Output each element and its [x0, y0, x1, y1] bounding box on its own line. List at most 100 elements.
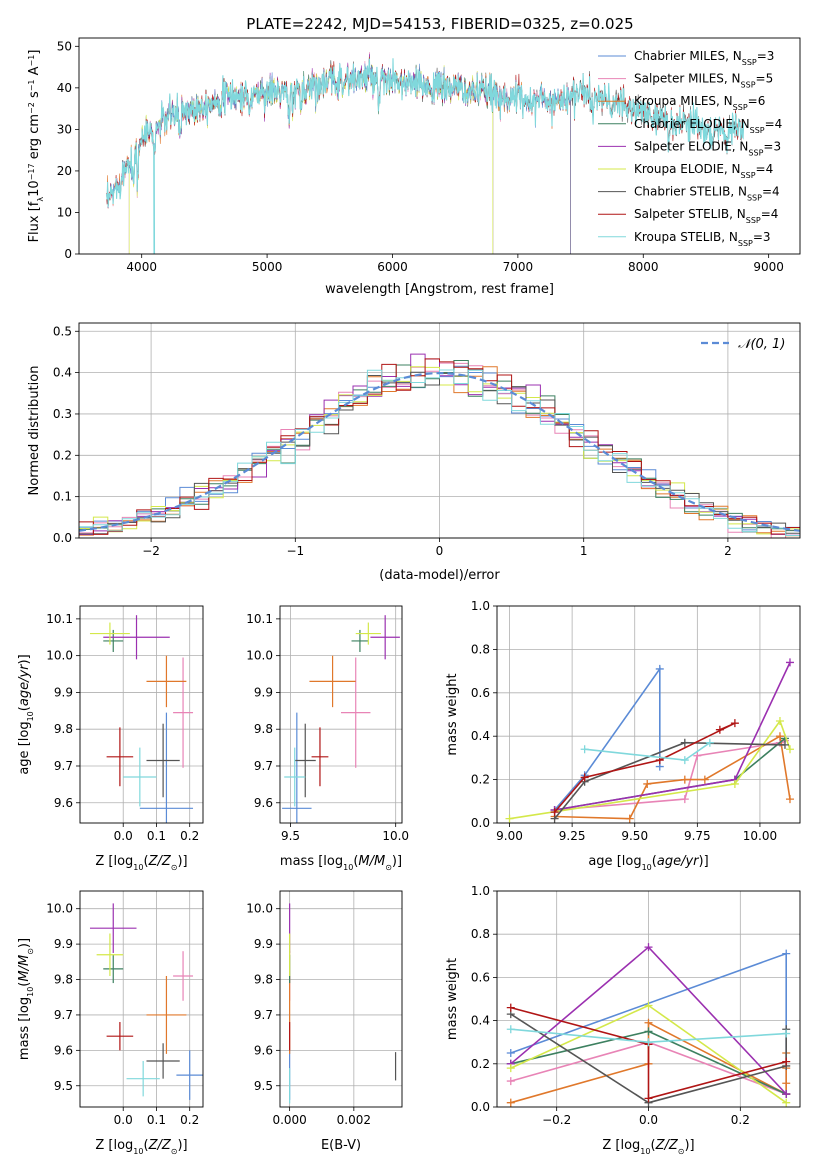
- weight-point: [580, 773, 589, 782]
- y-tick-label: 9.8: [254, 973, 273, 987]
- x-tick-label: −1: [286, 544, 304, 558]
- y-tick-label: 0.0: [471, 816, 490, 830]
- label-part: =4: [761, 207, 779, 221]
- weight-point: [580, 745, 589, 754]
- weight-point: [506, 1098, 515, 1107]
- x-tick-label: 9.25: [559, 829, 586, 843]
- weight-point: [680, 756, 689, 765]
- y-tick-label: 9.8: [54, 973, 73, 987]
- x-tick-label: 0.1: [147, 1113, 166, 1127]
- weight-point: [680, 795, 689, 804]
- y-tick-label: 10: [57, 205, 72, 219]
- weight-point: [505, 814, 514, 823]
- label-part: mass [log: [17, 997, 32, 1060]
- label-part: =4: [756, 162, 774, 176]
- label-part: Flux [f: [27, 201, 42, 242]
- y-tick-label: 30: [57, 122, 72, 136]
- legend-label: Salpeter MILES, NSSP=5: [634, 72, 773, 90]
- label-part: Chabrier MILES, N: [634, 49, 742, 63]
- x-tick-label: 10.00: [743, 829, 777, 843]
- y-tick-label: 0.6: [471, 686, 490, 700]
- label-part: Z [log: [95, 854, 133, 869]
- weight-point: [700, 775, 709, 784]
- age_vs_Z-marks: [89, 615, 194, 823]
- label-part: age/yr: [17, 663, 32, 706]
- label-part: 10: [133, 1147, 143, 1156]
- label-part: SSP: [733, 103, 748, 112]
- label-part: =5: [756, 72, 774, 86]
- legend-label: Chabrier ELODIE, NSSP=4: [634, 117, 782, 135]
- y-axis-label: age [log10(age/yr)]: [17, 654, 35, 774]
- y-tick-label: 9.9: [254, 685, 273, 699]
- x-tick-label: 9.75: [684, 829, 711, 843]
- y-axis-label: Normed distribution: [27, 366, 42, 496]
- label-part: 10: [343, 863, 353, 872]
- label-part: 10: [27, 180, 42, 197]
- weight-point: [506, 1025, 515, 1034]
- x-axis-label: Z [log10(Z/Z⊙)]: [602, 1138, 694, 1156]
- label-part: Z [log: [95, 1138, 133, 1153]
- x-tick-label: −0.2: [542, 1113, 571, 1127]
- spectrum-line: [106, 58, 745, 254]
- x-axis-label: (data-model)/error: [379, 568, 500, 583]
- label-part: mass [log: [280, 854, 343, 869]
- age_vs_Z-axes: 0.0 0.1 0.29.69.79.89.910.010.1Z [log10(Z/…: [17, 605, 204, 872]
- weight-line: [509, 719, 791, 820]
- x-tick-label: 0.000: [272, 1113, 306, 1127]
- weight-point: [506, 1003, 515, 1012]
- weight_vs_Z-axes: −0.2 0.0 0.2 0.0 0.2 0.4 0.6 0.8 1.0 Z [log10(Z/Z…: [445, 884, 801, 1156]
- label-part: (: [143, 1138, 148, 1153]
- y-tick-label: 10.0: [246, 902, 273, 916]
- y-tick-label: 1.0: [471, 884, 490, 898]
- y-tick-label: 9.8: [254, 722, 273, 736]
- x-tick-label: 0.2: [731, 1113, 750, 1127]
- weight_vs_age-marks: [505, 658, 794, 823]
- weight-point: [680, 775, 689, 784]
- legend-label: Chabrier MILES, NSSP=3: [634, 49, 774, 67]
- weight-point: [644, 1018, 653, 1027]
- x-tick-label: 8000: [628, 260, 659, 274]
- weight-point: [655, 664, 664, 673]
- label-part: )]: [17, 938, 32, 948]
- x-tick-label: 0.1: [147, 829, 166, 843]
- label-part: Kroupa ELODIE, N: [634, 162, 741, 176]
- weight_vs_Z-marks: [506, 943, 791, 1107]
- axes-frame: [496, 605, 801, 824]
- weight-point: [775, 717, 784, 726]
- label-part: λ: [36, 197, 45, 202]
- weight-line: [510, 1013, 787, 1104]
- weight-line: [553, 741, 786, 820]
- y-tick-label: 9.7: [254, 1008, 273, 1022]
- label-part: SSP: [741, 171, 756, 180]
- x-tick-label: 9.5: [281, 829, 300, 843]
- weight-point: [782, 1079, 791, 1088]
- age_vs_mass-axes: 9.5 10.0 9.6 9.7 9.8 9.9 10.0 10.1 mass [log10(M…: [246, 605, 409, 872]
- weight-point: [775, 732, 784, 741]
- y-tick-label: 9.7: [54, 759, 73, 773]
- weight-line: [553, 666, 661, 811]
- normal-curve: [79, 371, 800, 532]
- label-part: ⊙: [171, 1147, 178, 1156]
- weight-line: [510, 1006, 787, 1100]
- x-axis-label: Z [log10(Z/Z⊙)]: [95, 854, 187, 872]
- x-axis-label: E(B-V): [321, 1138, 361, 1153]
- x-tick-label: 0.2: [180, 1113, 199, 1127]
- label-part: Z/Z: [148, 1138, 172, 1153]
- y-axis-label: mass [log10(M/M⊙)]: [17, 938, 35, 1060]
- legend-label: 𝒩(0, 1): [738, 337, 785, 352]
- label-part: ⊙: [171, 863, 178, 872]
- mass_vs_EBV-axes: 0.000 0.002 9.5 9.6 9.7 9.8 9.9 10.0 E(B-V): [246, 890, 403, 1153]
- x-axis-label: age [log10(age/yr)]: [588, 854, 708, 872]
- y-tick-label: 0.0: [471, 1100, 490, 1114]
- y-tick-label: 0.6: [471, 970, 490, 984]
- label-part: )]: [17, 654, 32, 664]
- x-axis-label: mass [log10(M/M⊙)]: [280, 854, 402, 872]
- label-part: ]: [27, 50, 42, 55]
- legend: Chabrier MILES, NSSP=3 Salpeter MILES, NS…: [598, 49, 782, 247]
- residuals-axes: −2 −1 0 1 2 0.0 0.1 0.2 0.3 0.4 0.5 𝒩(0, 1) (data-mo…: [27, 322, 801, 583]
- weight-point: [506, 1049, 515, 1057]
- y-tick-label: 0.8: [471, 927, 490, 941]
- figure-title: PLATE=2242, MJD=54153, FIBERID=0325, z=0…: [246, 15, 633, 33]
- x-tick-label: 1: [580, 544, 588, 558]
- axes-frame: [78, 37, 801, 255]
